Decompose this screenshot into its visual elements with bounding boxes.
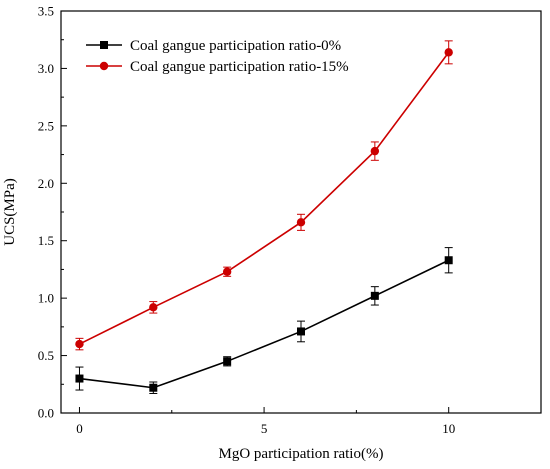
x-axis-label: MgO participation ratio(%) [219, 446, 384, 462]
data-point [444, 48, 453, 57]
y-tick-label: 3.0 [38, 61, 54, 76]
legend-label: Coal gangue participation ratio-0% [130, 38, 341, 54]
legend-marker [99, 61, 109, 71]
data-point [223, 357, 232, 366]
data-point [444, 256, 453, 265]
data-point [75, 374, 84, 383]
data-point [370, 146, 380, 156]
y-tick-label: 1.0 [38, 291, 54, 306]
data-point [75, 339, 84, 349]
legend: Coal gangue participation ratio-0% Coal g… [86, 38, 349, 75]
data-point [297, 327, 305, 336]
x-tick-label: 5 [261, 421, 268, 436]
series-0 [75, 247, 453, 394]
data-point [370, 291, 379, 300]
y-axis-label: UCS(MPa) [2, 178, 18, 246]
data-point [222, 267, 232, 276]
legend-marker [100, 41, 108, 49]
y-tick-label: 3.5 [38, 4, 54, 19]
data-point [296, 218, 306, 227]
y-tick-label: 0.0 [38, 406, 54, 421]
x-tick-label: 10 [442, 421, 455, 436]
y-axis-ticks: 0.0 0.5 1.0 1.5 2.0 2.5 3.0 3.5 [38, 4, 67, 421]
series-line [79, 259, 450, 389]
series-layer [75, 40, 453, 394]
y-tick-label: 2.5 [38, 118, 54, 133]
x-axis-ticks: 0 5 10 [76, 407, 542, 436]
legend-label: Coal gangue participation ratio-15% [130, 59, 349, 75]
data-point [149, 303, 158, 312]
series-line [79, 51, 450, 345]
series-1 [75, 40, 453, 351]
x-tick-label: 0 [76, 421, 83, 436]
y-tick-label: 1.5 [38, 233, 54, 248]
y-tick-label: 0.5 [38, 348, 54, 363]
data-point [149, 383, 158, 392]
y-tick-label: 2.0 [38, 176, 54, 191]
